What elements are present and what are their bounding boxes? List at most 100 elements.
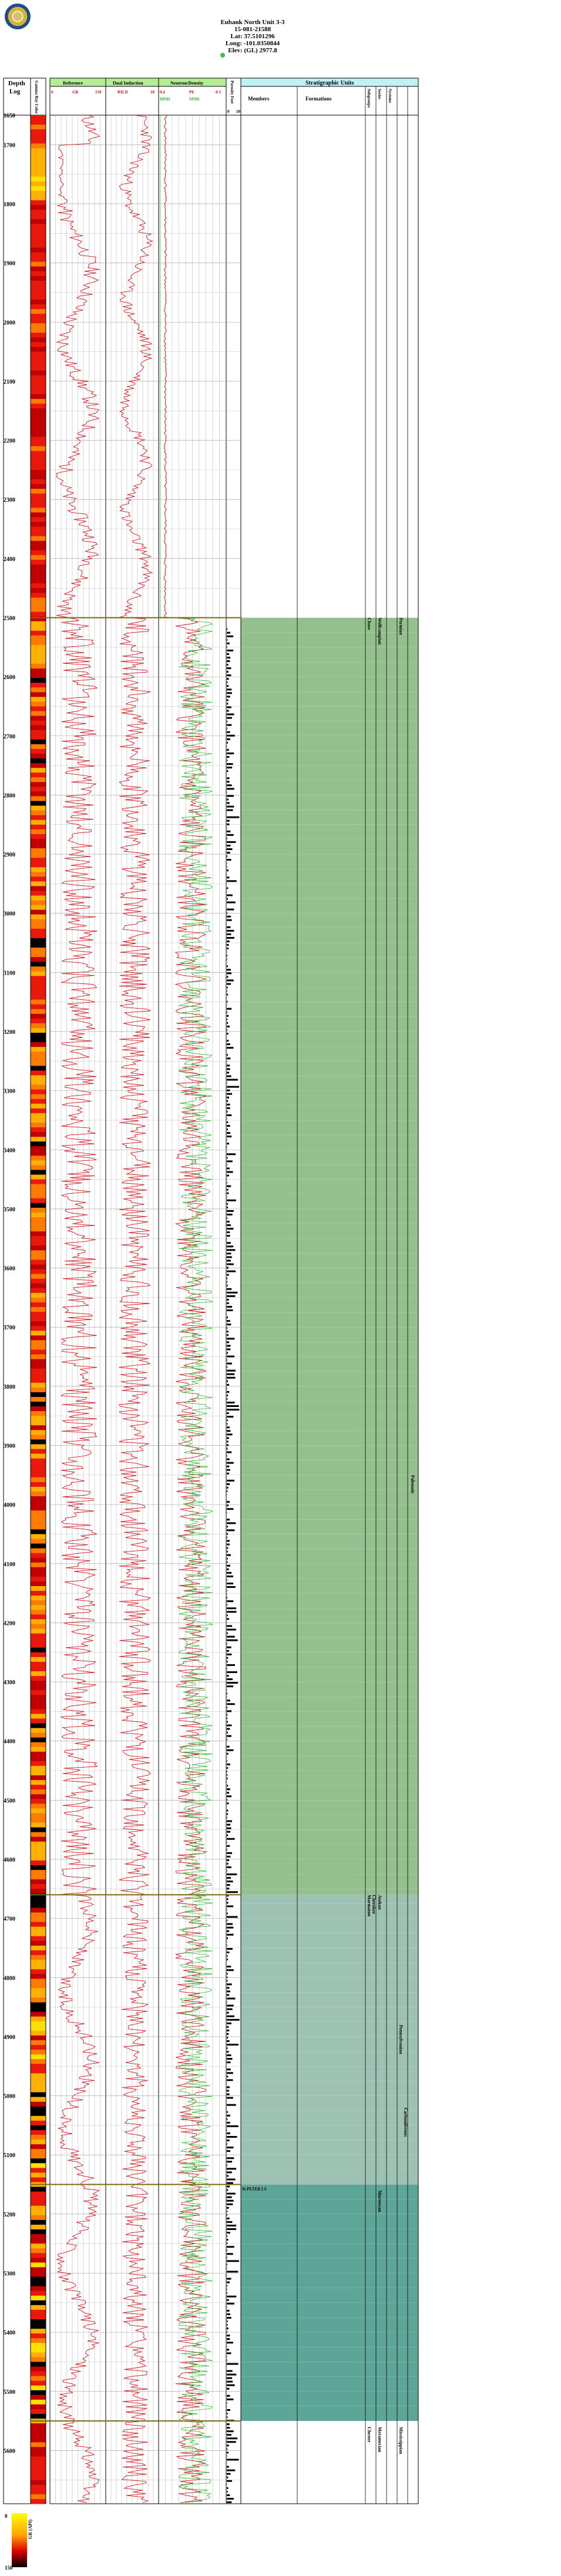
gamma-color-band: [31, 564, 46, 570]
depth-label: 2400: [4, 556, 15, 563]
res-scale-box: [49, 86, 106, 116]
gamma-color-band: [31, 157, 46, 163]
porosity-bar: [227, 667, 231, 670]
gamma-color-band: [31, 2305, 46, 2310]
porosity-bar: [227, 1898, 229, 1900]
porosity-bar: [227, 1458, 230, 1460]
gamma-color-band: [31, 290, 46, 295]
gamma-color-band: [31, 1089, 46, 1095]
gamma-color-band: [31, 928, 46, 934]
strat-wolfcampian: Wolfcampian: [377, 617, 382, 644]
gamma-color-band: [31, 2172, 46, 2178]
gamma-color-band: [31, 1605, 46, 1610]
gamma-color-band: [31, 597, 46, 603]
porosity-bar: [227, 1766, 229, 1769]
neutron-curve: [163, 115, 207, 2503]
gamma-color-band: [31, 801, 46, 807]
gamma-color-band: [31, 829, 46, 835]
gamma-color-band: [31, 1855, 46, 1861]
porosity-bar: [227, 2413, 228, 2415]
gamma-color-band: [31, 2125, 46, 2131]
neu-scale-right: -0.1: [214, 90, 221, 95]
porosity-bar: [227, 1479, 234, 1482]
gamma-color-band: [31, 545, 46, 551]
porosity-bar: [227, 1465, 230, 1467]
porosity-bar: [227, 2490, 228, 2493]
porosity-bar: [227, 1891, 238, 1893]
porosity-bar: [227, 1373, 235, 1375]
porosity-bar: [227, 844, 231, 847]
gamma-color-band: [31, 1042, 46, 1047]
gamma-ray-curve: [55, 115, 100, 2503]
gamma-color-band: [31, 1747, 46, 1752]
gamma-color-band: [31, 971, 46, 976]
gamma-color-band: [31, 773, 46, 778]
gamma-color-band: [31, 1151, 46, 1156]
gamma-color-band: [31, 2319, 46, 2325]
porosity-bar: [227, 2182, 233, 2184]
depth-label: 3300: [4, 1089, 15, 1095]
porosity-bar: [227, 1895, 229, 1897]
porosity-bar: [227, 1951, 230, 1953]
porosity-bar: [227, 1912, 228, 1915]
gamma-color-band: [31, 1922, 46, 1927]
gamma-color-band: [31, 1633, 46, 1639]
gamma-color-band: [31, 1156, 46, 1161]
gamma-color-band: [31, 1179, 46, 1185]
gamma-color-band: [31, 1477, 46, 1483]
gamma-color-band: [31, 347, 46, 352]
gamma-color-band: [31, 1439, 46, 1445]
gamma-color-band: [31, 2433, 46, 2438]
porosity-bar: [227, 1813, 229, 1815]
gamma-color-band: [31, 204, 46, 210]
gamma-color-band: [31, 1349, 46, 1355]
gamma-color-band: [31, 1917, 46, 1923]
porosity-bar: [227, 1022, 229, 1024]
gamma-color-band: [31, 1619, 46, 1624]
res-scale-mid: GR: [72, 90, 79, 95]
gamma-color-band: [31, 1501, 46, 1506]
gamma-color-band: [31, 1430, 46, 1435]
gamma-color-band: [31, 1704, 46, 1710]
gamma-color-band: [31, 739, 46, 745]
porosity-bar: [227, 1533, 229, 1535]
porosity-bar: [227, 1228, 234, 1230]
gamma-color-band: [31, 1997, 46, 2003]
gamma-color-band: [31, 333, 46, 338]
gamma-color-band: [31, 2456, 46, 2462]
gamma-color-band: [31, 304, 46, 310]
gamma-color-band: [31, 1571, 46, 1577]
neutron-title: Neutron/Density: [170, 80, 203, 86]
porosity-bar: [227, 2178, 236, 2181]
gamma-color-band: [31, 2376, 46, 2382]
gamma-color-band: [31, 1047, 46, 1052]
gamma-color-band: [31, 1382, 46, 1388]
gamma-color-band: [31, 1993, 46, 1998]
legend-min: 0: [5, 2513, 8, 2519]
gamma-color-band: [31, 2329, 46, 2334]
porosity-bar: [227, 763, 233, 765]
gamma-color-band: [31, 526, 46, 532]
strat-zone-4: [241, 2421, 418, 2504]
gamma-color-band: [31, 1387, 46, 1393]
porosity-bar: [227, 2132, 230, 2134]
gamma-color-band: [31, 540, 46, 546]
porosity-bar: [227, 887, 229, 889]
depth-label: 3600: [4, 1266, 15, 1272]
porosity-bar: [227, 1341, 230, 1344]
gamma-color-band: [31, 1666, 46, 1672]
porosity-bar: [227, 1320, 230, 1322]
gamma-color-band: [31, 172, 46, 177]
porosity-bar: [227, 2469, 236, 2471]
porosity-bar: [227, 2090, 229, 2092]
gamma-color-band: [31, 1207, 46, 1213]
porosity-bar: [227, 699, 229, 701]
depth-label: 2800: [4, 792, 15, 799]
gamma-color-band: [31, 1331, 46, 1336]
gamma-color-band: [31, 2466, 46, 2471]
porosity-bar: [227, 2232, 230, 2234]
porosity-bar: [227, 1997, 236, 2000]
gamma-color-band: [31, 2262, 46, 2268]
porosity-bar: [227, 688, 232, 691]
gamma-color-band: [31, 886, 46, 891]
